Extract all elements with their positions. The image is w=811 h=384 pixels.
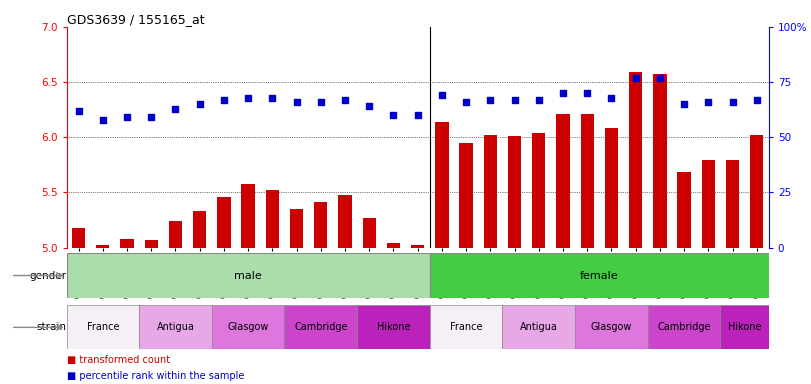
Text: female: female	[580, 270, 619, 281]
Point	[242, 94, 255, 101]
Bar	[212, 305, 285, 349]
Bar	[702, 161, 715, 248]
Point	[217, 97, 230, 103]
Point	[702, 99, 714, 105]
Bar	[677, 172, 691, 248]
Bar	[720, 305, 769, 349]
Bar	[556, 114, 569, 248]
Text: strain: strain	[36, 322, 67, 333]
Bar	[483, 135, 497, 248]
Text: Glasgow: Glasgow	[227, 322, 268, 333]
Point	[338, 97, 351, 103]
Point	[726, 99, 739, 105]
Bar	[648, 305, 720, 349]
Text: male: male	[234, 270, 262, 281]
Point	[654, 74, 667, 81]
Text: France: France	[87, 322, 119, 333]
Text: Hikone: Hikone	[376, 322, 410, 333]
Text: Antigua: Antigua	[520, 322, 558, 333]
Bar	[72, 228, 85, 248]
Bar	[338, 195, 352, 248]
Point	[605, 94, 618, 101]
Bar	[97, 245, 109, 248]
Bar	[508, 136, 521, 248]
Bar	[67, 305, 139, 349]
Bar	[750, 135, 763, 248]
Bar	[290, 209, 303, 248]
Bar	[653, 74, 667, 248]
Bar	[411, 245, 424, 248]
Text: gender: gender	[29, 270, 67, 281]
Bar	[67, 253, 430, 298]
Bar	[430, 253, 769, 298]
Point	[363, 103, 375, 109]
Text: Cambridge: Cambridge	[657, 322, 710, 333]
Bar	[387, 243, 400, 248]
Point	[193, 101, 206, 107]
Point	[581, 90, 594, 96]
Point	[460, 99, 473, 105]
Text: ■ transformed count: ■ transformed count	[67, 355, 169, 365]
Bar	[581, 114, 594, 248]
Bar	[629, 72, 642, 248]
Point	[411, 112, 424, 118]
Bar	[430, 305, 503, 349]
Bar	[169, 221, 182, 248]
Point	[145, 114, 158, 121]
Point	[121, 114, 134, 121]
Point	[290, 99, 303, 105]
Point	[266, 94, 279, 101]
Text: GDS3639 / 155165_at: GDS3639 / 155165_at	[67, 13, 204, 26]
Bar	[120, 239, 134, 248]
Text: Glasgow: Glasgow	[590, 322, 632, 333]
Point	[169, 106, 182, 112]
Bar	[139, 305, 212, 349]
Text: Hikone: Hikone	[727, 322, 762, 333]
Point	[629, 74, 642, 81]
Bar	[532, 133, 546, 248]
Text: France: France	[450, 322, 483, 333]
Bar	[357, 305, 430, 349]
Point	[97, 117, 109, 123]
Bar	[285, 305, 357, 349]
Bar	[575, 305, 648, 349]
Point	[484, 97, 497, 103]
Bar	[436, 122, 448, 248]
Bar	[314, 202, 328, 248]
Bar	[363, 218, 375, 248]
Bar	[193, 211, 206, 248]
Point	[72, 108, 85, 114]
Point	[556, 90, 569, 96]
Bar	[726, 161, 739, 248]
Point	[508, 97, 521, 103]
Bar	[605, 128, 618, 248]
Bar	[144, 240, 158, 248]
Point	[750, 97, 763, 103]
Bar	[242, 184, 255, 248]
Bar	[266, 190, 279, 248]
Point	[387, 112, 400, 118]
Text: ■ percentile rank within the sample: ■ percentile rank within the sample	[67, 371, 244, 381]
Point	[436, 92, 448, 98]
Bar	[217, 197, 230, 248]
Point	[532, 97, 545, 103]
Bar	[503, 305, 575, 349]
Text: Cambridge: Cambridge	[294, 322, 348, 333]
Bar	[460, 143, 473, 248]
Point	[315, 99, 328, 105]
Point	[677, 101, 690, 107]
Text: Antigua: Antigua	[157, 322, 195, 333]
